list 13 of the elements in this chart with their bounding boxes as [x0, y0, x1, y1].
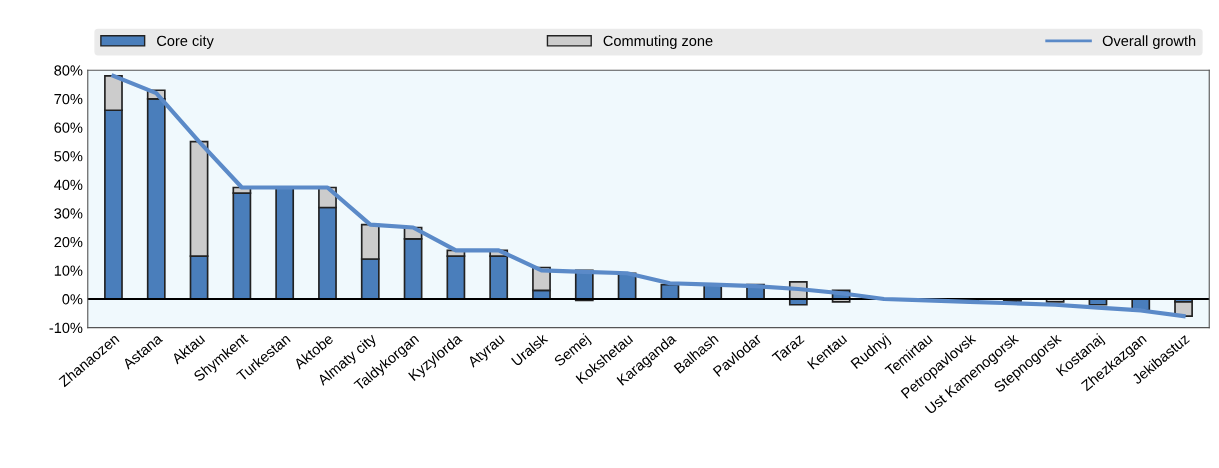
y-tick-label: 10% [54, 265, 83, 276]
y-tick-label: 30% [54, 208, 83, 219]
legend-label: Commuting zone [603, 35, 713, 49]
legend-label: Overall growth [1102, 35, 1196, 49]
y-tick-label: 60% [54, 122, 83, 133]
y-tick-label: 70% [54, 93, 83, 105]
y-tick-label: 40% [54, 179, 83, 191]
y-tick-label: 0% [62, 294, 83, 305]
legend-label: Core city [157, 35, 214, 49]
y-tick-label: -10% [49, 322, 83, 334]
y-tick-label: 50% [54, 151, 83, 162]
y-tick-label: 20% [54, 236, 83, 248]
y-tick-label: 80% [54, 65, 83, 76]
